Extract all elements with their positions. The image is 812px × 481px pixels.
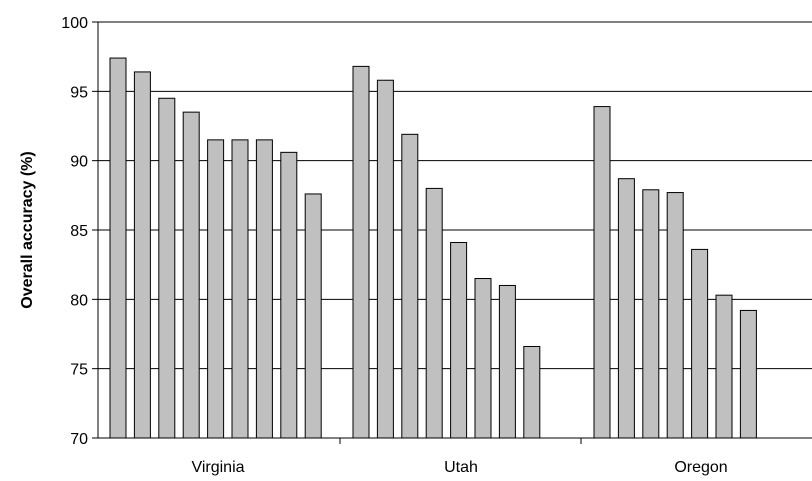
- y-tick-label: 85: [70, 223, 88, 240]
- bar: [304, 193, 322, 439]
- y-tick-label: 95: [70, 84, 88, 101]
- bar: [642, 189, 660, 439]
- y-tick-label: 75: [70, 362, 88, 379]
- y-tick-labels: 70 75 80 85 90 95 100: [61, 15, 88, 448]
- bar: [593, 106, 611, 439]
- bar: [182, 111, 200, 439]
- bar: [450, 241, 468, 439]
- bar: [401, 133, 419, 439]
- bar: [231, 139, 249, 439]
- bar: [474, 278, 492, 439]
- y-tick-label: 70: [70, 431, 88, 448]
- bar: [280, 151, 298, 439]
- y-tick-label: 80: [70, 292, 88, 309]
- bar: [715, 294, 733, 439]
- bar: [109, 57, 127, 439]
- bar: [376, 79, 394, 439]
- x-category-labels: Virginia Utah Oregon: [191, 459, 727, 476]
- bar: [425, 187, 443, 439]
- bar: [158, 97, 176, 439]
- bar: [255, 139, 273, 439]
- bar: [523, 345, 541, 439]
- x-category-label: Virginia: [191, 459, 244, 476]
- bar: [133, 71, 151, 439]
- bar: [617, 178, 635, 439]
- y-axis-title: Overall accuracy (%): [19, 151, 36, 308]
- bar: [691, 248, 709, 439]
- y-tick-label: 100: [61, 15, 88, 32]
- bar: [498, 284, 516, 439]
- bar: [207, 139, 225, 439]
- bar: [739, 309, 757, 439]
- axes: [92, 21, 812, 444]
- bar: [352, 65, 370, 439]
- y-tick-label: 90: [70, 154, 88, 171]
- x-category-label: Oregon: [674, 459, 727, 476]
- bar: [666, 192, 684, 439]
- x-category-label: Utah: [444, 459, 478, 476]
- bars: [109, 57, 757, 439]
